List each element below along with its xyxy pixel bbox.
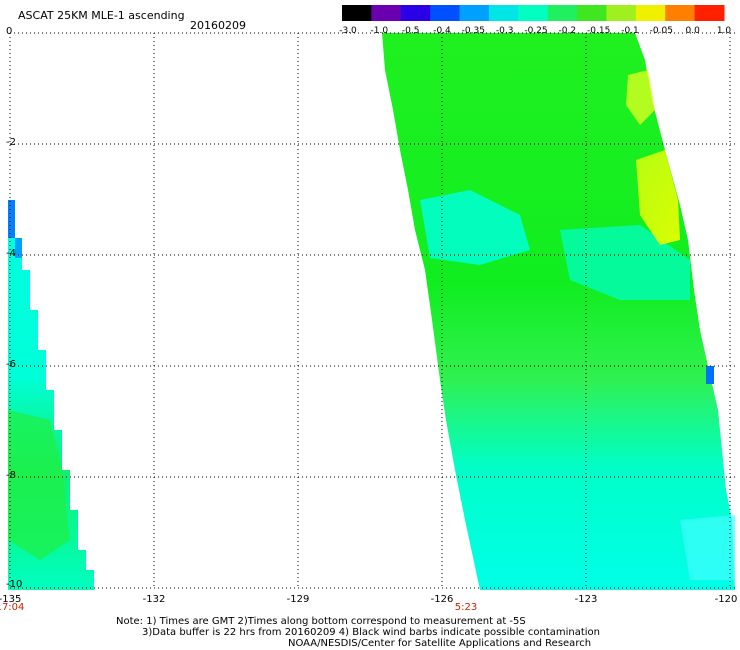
swath-east-yellow-patch xyxy=(636,150,680,245)
y-tick-m6: -6 xyxy=(6,359,16,370)
colorbar-segment xyxy=(577,5,607,21)
colorbar-segment xyxy=(606,5,637,21)
swath-east-light-patch xyxy=(680,515,735,580)
time-label-east: 5:23 xyxy=(454,602,478,613)
colorbar-segment xyxy=(430,5,461,21)
swath-west-blue-pixel-2 xyxy=(15,238,22,258)
note-line-1: Note: 1) Times are GMT 2)Times along bot… xyxy=(116,616,526,627)
x-tick-m126: -126 xyxy=(430,594,454,605)
colorbar-segment xyxy=(342,5,372,21)
colorbar-segment xyxy=(635,5,666,21)
colorbar-label: -1.0 xyxy=(370,26,389,36)
colorbar-segment xyxy=(400,5,431,21)
colorbar xyxy=(342,5,725,21)
colorbar-segment xyxy=(459,5,490,21)
swath-west-green-patch xyxy=(8,410,70,560)
swath-east xyxy=(382,33,735,590)
colorbar-segment xyxy=(488,5,519,21)
y-tick-m2: -2 xyxy=(6,137,16,148)
y-tick-0: 0 xyxy=(6,26,13,37)
colorbar-label: 1.0 xyxy=(716,26,732,36)
x-tick-m135: -135 xyxy=(0,594,22,605)
note-line-3: NOAA/NESDIS/Center for Satellite Applica… xyxy=(288,638,592,649)
time-label-west: 17:04 xyxy=(0,602,25,613)
x-tick-m120: -120 xyxy=(714,594,738,605)
swath-east-cyan-patch-2 xyxy=(560,225,690,300)
colorbar-label: -0.5 xyxy=(401,26,420,36)
colorbar-label: -0.3 xyxy=(495,26,514,36)
colorbar-segment xyxy=(371,5,402,21)
colorbar-label: -0.05 xyxy=(649,26,673,36)
colorbar-label: 0.0 xyxy=(685,26,700,36)
colorbar-segment xyxy=(694,5,725,21)
product-title: ASCAT 25KM MLE-1 ascending xyxy=(18,9,185,22)
swath-east-yellow-patch-2 xyxy=(626,70,655,125)
y-tick-m8: -8 xyxy=(6,470,16,481)
swath-east-blue-pixel xyxy=(706,366,714,384)
swath-west-blue-pixel xyxy=(8,200,15,238)
colorbar-segment xyxy=(518,5,549,21)
colorbar-segment xyxy=(547,5,578,21)
product-date: 20160209 xyxy=(190,19,246,32)
colorbar-label: -0.2 xyxy=(558,26,577,36)
y-tick-m4: -4 xyxy=(6,248,16,259)
x-tick-m129: -129 xyxy=(286,594,310,605)
colorbar-label: -0.25 xyxy=(524,26,548,36)
colorbar-label: -0.1 xyxy=(621,26,639,36)
colorbar-label: -3.0 xyxy=(339,26,357,36)
x-tick-m132: -132 xyxy=(142,594,166,605)
x-tick-m123: -123 xyxy=(574,594,598,605)
swath-east-cyan-patch xyxy=(420,190,530,265)
colorbar-segment xyxy=(665,5,696,21)
note-line-2: 3)Data buffer is 22 hrs from 20160209 4)… xyxy=(142,627,600,638)
y-tick-m10: -10 xyxy=(6,579,23,590)
colorbar-label: -0.35 xyxy=(461,26,485,36)
colorbar-label: -0.4 xyxy=(433,26,451,36)
grid-lines xyxy=(9,32,736,589)
colorbar-label: -0.15 xyxy=(587,26,611,36)
